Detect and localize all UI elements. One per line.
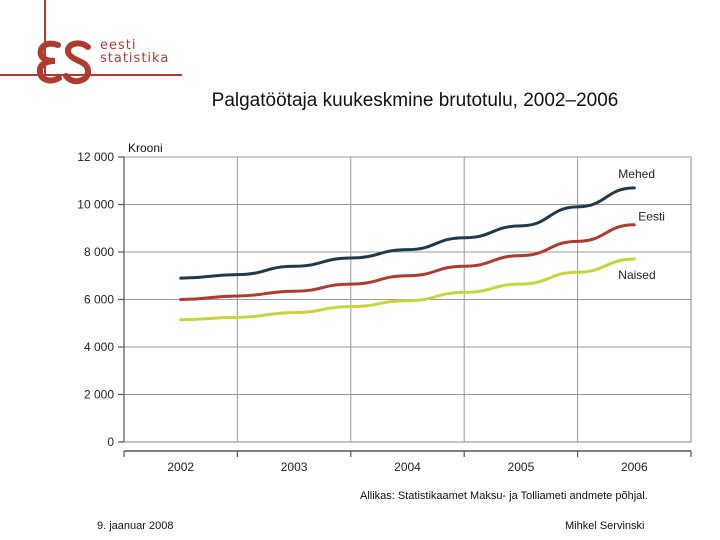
footer-author: Mihkel Servinski — [565, 520, 645, 532]
y-tick-label: 12 000 — [77, 150, 114, 164]
y-tick-label: 10 000 — [77, 198, 114, 212]
series-lines — [179, 186, 636, 322]
x-tick-label: 2004 — [394, 460, 421, 474]
brand-wordmark: eesti statistika — [100, 39, 169, 65]
y-tick-label: 6 000 — [84, 293, 114, 307]
footer-date: 9. jaanuar 2008 — [97, 520, 174, 532]
series-line-eesti — [179, 223, 636, 301]
x-tick-label: 2002 — [167, 460, 194, 474]
slide-title: Palgatöötaja kuukeskmine brutotulu, 2002… — [211, 90, 619, 111]
header-vertical-rule — [44, 0, 46, 76]
x-tick-label: 2005 — [508, 460, 535, 474]
y-tick-label: 0 — [107, 435, 114, 449]
x-axis: 2002 2003 2004 2005 2006 — [123, 450, 692, 474]
statistics-logo-icon — [36, 40, 92, 85]
grid-lines — [124, 156, 691, 442]
y-tick-label: 8 000 — [84, 245, 114, 259]
series-line-naised — [179, 257, 636, 322]
y-tick-label: 4 000 — [84, 340, 114, 354]
y-axis-label: Krooni — [128, 141, 163, 155]
brand-line-2: statistika — [100, 51, 170, 66]
series-label-naised: Naised — [618, 268, 655, 282]
y-axis: 0 2 000 4 000 6 000 8 000 10 000 12 000 — [77, 150, 125, 449]
y-tick-label: 2 000 — [84, 388, 114, 402]
series-label-mehed: Mehed — [618, 167, 655, 181]
series-label-eesti: Eesti — [638, 210, 665, 224]
source-note: Allikas: Statistikaamet Maksu- ja Tollia… — [360, 490, 648, 502]
x-tick-label: 2003 — [281, 460, 308, 474]
series-line-mehed — [179, 186, 636, 280]
series-labels: Mehed Eesti Naised — [618, 167, 665, 282]
header-horizontal-rule — [0, 74, 182, 76]
brand-line-1: eesti — [100, 38, 137, 53]
x-tick-label: 2006 — [621, 460, 648, 474]
